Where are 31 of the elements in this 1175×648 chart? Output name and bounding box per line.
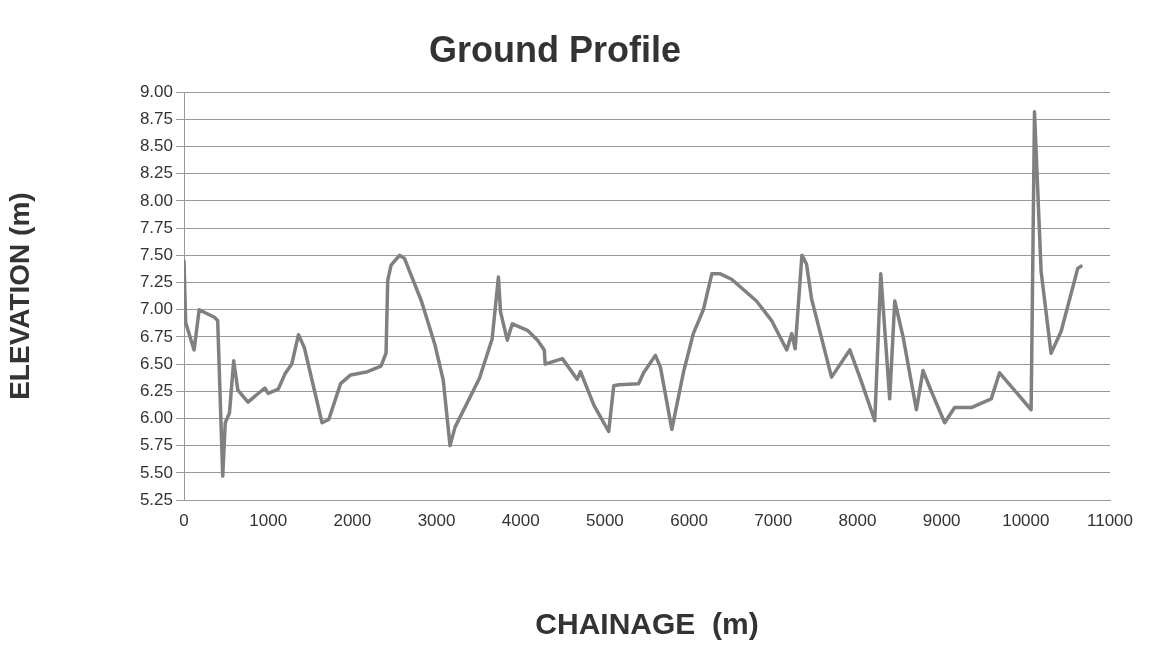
x-tick-label: 9000 [922,510,961,530]
y-tick-label: 6.25 [139,380,173,400]
y-tick-label: 9.00 [139,81,173,101]
x-tick-label: 3000 [417,510,456,530]
x-tick-label: 4000 [501,510,540,530]
y-tick-label: 7.50 [139,245,173,265]
x-tick-label: 2000 [333,510,372,530]
x-tick-label: 7000 [754,510,793,530]
x-tick-label: 5000 [586,510,624,530]
y-tick-label: 5.75 [139,435,173,455]
y-tick-label: 6.00 [139,408,173,428]
y-tick-label: 5.50 [139,462,173,482]
x-tick-label: 11000 [1086,510,1134,530]
y-tick-label: 6.75 [139,326,173,346]
x-axis-title: CHAINAGE (m) [535,607,759,641]
x-tick-label: 10000 [1002,510,1050,530]
y-tick-label: 7.00 [139,299,173,319]
x-tick-label: 8000 [838,510,877,530]
x-tick-label: 0 [179,510,189,530]
y-tick-label: 6.50 [139,353,173,373]
x-tick-label: 1000 [249,510,288,530]
chart-title: Ground Profile [429,28,681,70]
y-tick-label: 7.75 [139,217,173,237]
y-tick-label: 7.25 [139,272,173,292]
x-tick-label: 6000 [670,510,708,530]
y-tick-label: 8.75 [139,109,173,129]
y-tick-label: 8.50 [139,136,173,156]
y-axis-title: ELEVATION (m) [3,192,35,400]
y-tick-label: 8.00 [139,190,173,210]
y-tick-label: 5.25 [139,489,173,509]
y-tick-label: 8.25 [139,163,173,183]
